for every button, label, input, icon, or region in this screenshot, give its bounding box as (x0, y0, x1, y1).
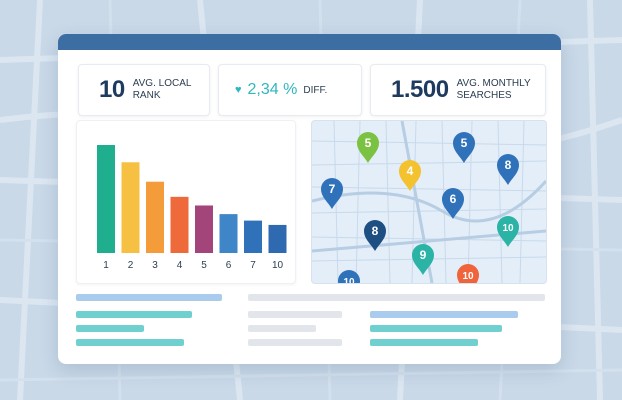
map-pin-label: 9 (420, 248, 427, 262)
map-pin-icon (442, 188, 464, 219)
map-pin-rank-5[interactable]: 5 (357, 132, 379, 163)
kpi-diff: ♥ 2,34 % DIFF. (218, 64, 362, 116)
kpi-avg-local-rank: 10 AVG. LOCAL RANK (78, 64, 210, 116)
rank-bar-chart: 1 2 3 4 5 6 7 10 (97, 145, 287, 271)
kpi-searches-value: 1.500 (391, 76, 449, 103)
map-pin-rank-10[interactable]: 10 (457, 264, 479, 283)
bar-label-10: 10 (272, 260, 284, 271)
placeholder-bar (370, 339, 478, 346)
map-pin-label: 10 (343, 277, 355, 283)
map-pin-icon (497, 216, 519, 247)
map-pin-icon (412, 244, 434, 275)
placeholder-bar (76, 311, 192, 318)
bar-rank-3 (146, 181, 164, 253)
bar-rank-5 (195, 205, 213, 253)
kpi-diff-label: DIFF. (303, 84, 328, 96)
map-pin-rank-8[interactable]: 8 (497, 154, 519, 185)
map-grid (312, 121, 546, 283)
placeholder-bar (248, 311, 342, 318)
placeholder-bar (76, 294, 222, 301)
map-pin-icon (497, 154, 519, 185)
map-pin-rank-4[interactable]: 4 (399, 160, 421, 191)
bar-rank-1 (97, 145, 115, 253)
kpi-rank-value: 10 (99, 76, 125, 103)
map-pin-rank-10[interactable]: 10 (497, 216, 519, 247)
card-header-bar (58, 34, 561, 50)
placeholder-bar (76, 325, 144, 332)
bar-rank-4 (170, 196, 189, 253)
map-pin-rank-10[interactable]: 10 (338, 270, 360, 283)
map-pin-label: 10 (502, 223, 514, 234)
bar-label-3: 3 (152, 260, 158, 271)
map-pin-icon (399, 160, 421, 191)
bar-label-1: 1 (103, 260, 109, 271)
dashboard-card: 10 AVG. LOCAL RANK ♥ 2,34 % DIFF. 1.500 … (58, 34, 561, 364)
map-pin-icon (457, 264, 479, 283)
kpi-diff-value: 2,34 % (247, 81, 298, 98)
bar-label-2: 2 (128, 260, 134, 271)
map-pin-icon (357, 132, 379, 163)
placeholder-bar (248, 294, 545, 301)
map-pin-label: 7 (329, 182, 336, 196)
bar-label-4: 4 (177, 260, 183, 271)
bar-rank-2 (121, 162, 140, 253)
bar-rank-7 (244, 220, 262, 253)
heart-icon: ♥ (235, 84, 242, 96)
map-pin-label: 8 (372, 224, 379, 238)
kpi-rank-label: AVG. LOCAL RANK (132, 78, 192, 101)
placeholder-bar (370, 311, 518, 318)
placeholder-bar (370, 325, 502, 332)
map-pin-icon (364, 220, 386, 251)
map-pins: 5 5 4 8 7 6 10 8 9 10 10 (321, 132, 519, 283)
bar-rank-6 (219, 214, 238, 253)
kpi-searches-label: AVG. MONTHLY SEARCHES (456, 78, 531, 101)
map-pin-rank-9[interactable]: 9 (412, 244, 434, 275)
bar-label-7: 7 (250, 260, 256, 271)
map-pin-icon (453, 132, 475, 163)
bar-label-5: 5 (201, 260, 207, 271)
map-pin-rank-7[interactable]: 7 (321, 178, 343, 209)
placeholder-bar (248, 325, 316, 332)
rank-map-panel[interactable]: 5 5 4 8 7 6 10 8 9 10 10 (311, 120, 547, 284)
map-pin-label: 5 (461, 136, 468, 150)
rank-map[interactable]: 5 5 4 8 7 6 10 8 9 10 10 (312, 121, 546, 283)
bar-rank-10 (268, 224, 287, 253)
map-pin-icon (338, 270, 360, 283)
map-pin-label: 4 (407, 164, 414, 178)
map-pin-label: 10 (462, 271, 474, 282)
map-pin-label: 6 (450, 192, 457, 206)
map-pin-label: 5 (365, 136, 372, 150)
map-pin-rank-8[interactable]: 8 (364, 220, 386, 251)
placeholder-bar (76, 339, 184, 346)
rank-bar-chart-panel: 1 2 3 4 5 6 7 10 (76, 120, 296, 284)
bar-label-6: 6 (226, 260, 232, 271)
map-pin-rank-6[interactable]: 6 (442, 188, 464, 219)
map-pin-rank-5[interactable]: 5 (453, 132, 475, 163)
placeholder-bar (248, 339, 342, 346)
kpi-avg-monthly-searches: 1.500 AVG. MONTHLY SEARCHES (370, 64, 546, 116)
map-pin-label: 8 (505, 158, 512, 172)
map-pin-icon (321, 178, 343, 209)
